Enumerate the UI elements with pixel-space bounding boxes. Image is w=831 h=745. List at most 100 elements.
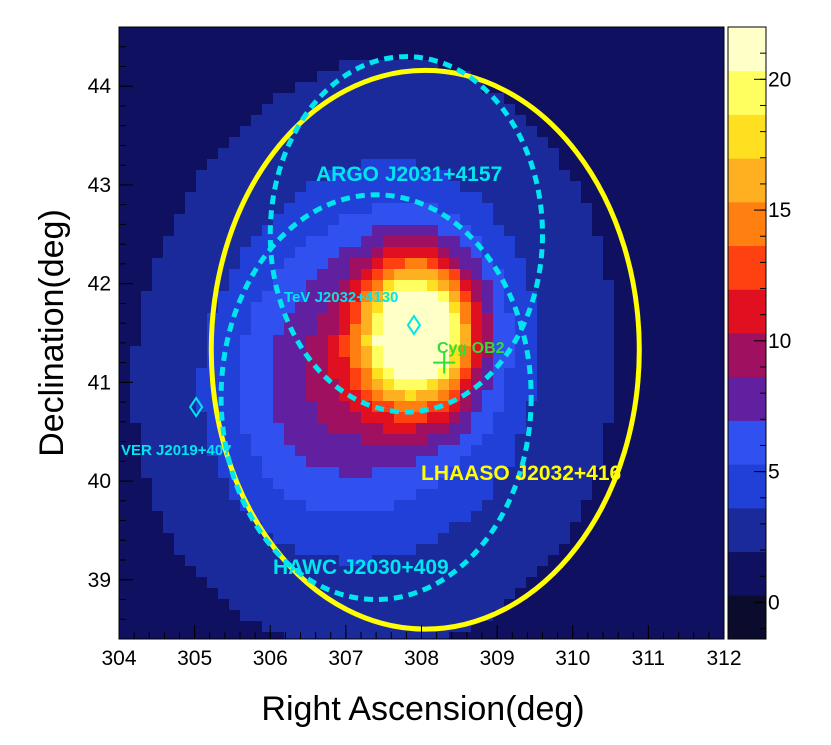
heatmap-cell (438, 379, 450, 391)
heatmap-cell (592, 236, 604, 248)
heatmap-cell (273, 159, 285, 171)
heatmap-cell (526, 324, 538, 336)
heatmap-cell (372, 302, 384, 314)
heatmap-cell (350, 489, 362, 501)
heatmap-cell (416, 225, 428, 237)
heatmap-cell (295, 599, 307, 611)
heatmap-cell (262, 511, 274, 523)
heatmap-cell (438, 269, 450, 281)
heatmap-cell (691, 225, 703, 237)
heatmap-cell (438, 159, 450, 171)
heatmap-cell (482, 170, 494, 182)
heatmap-cell (438, 588, 450, 600)
heatmap-cell (262, 335, 274, 347)
heatmap-cell (295, 577, 307, 589)
heatmap-cell (559, 159, 571, 171)
heatmap-cell (515, 247, 527, 259)
heatmap-cell (229, 544, 241, 556)
heatmap-cell (581, 225, 593, 237)
heatmap-cell (581, 27, 593, 39)
colorbar-tick-label: 10 (768, 330, 791, 353)
heatmap-cell (592, 137, 604, 149)
heatmap-cell (526, 115, 538, 127)
heatmap-cell (163, 291, 175, 303)
heatmap-cell (361, 599, 373, 611)
heatmap-cell (614, 170, 626, 182)
heatmap-cell (592, 60, 604, 72)
heatmap-cell (504, 38, 516, 50)
heatmap-cell (306, 247, 318, 259)
heatmap-cell (306, 82, 318, 94)
heatmap-cell (427, 115, 439, 127)
heatmap-cell (504, 159, 516, 171)
heatmap-cell (295, 93, 307, 105)
heatmap-cell (416, 577, 428, 589)
heatmap-cell (680, 368, 692, 380)
heatmap-cell (482, 181, 494, 193)
heatmap-cell (350, 368, 362, 380)
heatmap-cell (240, 126, 252, 138)
heatmap-cell (581, 423, 593, 435)
heatmap-cell (570, 335, 582, 347)
heatmap-cell (614, 247, 626, 259)
heatmap-cell (460, 82, 472, 94)
heatmap-cell (669, 203, 681, 215)
heatmap-cell (482, 126, 494, 138)
heatmap-cell (625, 60, 637, 72)
heatmap-cell (361, 489, 373, 501)
heatmap-cell (317, 390, 329, 402)
heatmap-cell (647, 544, 659, 556)
heatmap-cell (317, 412, 329, 424)
heatmap-cell (262, 357, 274, 369)
heatmap-cell (383, 478, 395, 490)
heatmap-cell (284, 225, 296, 237)
heatmap-cell (416, 346, 428, 358)
heatmap-cell (383, 346, 395, 358)
heatmap-cell (548, 27, 560, 39)
heatmap-cell (130, 467, 142, 479)
heatmap-cell (350, 445, 362, 457)
heatmap-cell (669, 379, 681, 391)
heatmap-cell (460, 27, 472, 39)
heatmap-cell (119, 214, 131, 226)
heatmap-cell (658, 313, 670, 325)
heatmap-cell (603, 115, 615, 127)
heatmap-cell (405, 181, 417, 193)
heatmap-cell (471, 203, 483, 215)
heatmap-cell (130, 577, 142, 589)
heatmap-cell (306, 159, 318, 171)
heatmap-cell (361, 291, 373, 303)
heatmap-cell (251, 247, 263, 259)
heatmap-cell (295, 258, 307, 270)
heatmap-cell (438, 445, 450, 457)
heatmap-cell (482, 478, 494, 490)
heatmap-cell (119, 401, 131, 413)
heatmap-cell (504, 93, 516, 105)
heatmap-cell (493, 467, 505, 479)
heatmap-cell (383, 93, 395, 105)
heatmap-cell (515, 632, 527, 639)
heatmap-cell (185, 137, 197, 149)
heatmap-cell (658, 324, 670, 336)
heatmap-cell (702, 599, 714, 611)
heatmap-cell (295, 357, 307, 369)
heatmap-cell (383, 27, 395, 39)
heatmap-cell (163, 225, 175, 237)
heatmap-cell (262, 49, 274, 61)
heatmap-cell (328, 489, 340, 501)
heatmap-cell (570, 126, 582, 138)
heatmap-cell (471, 566, 483, 578)
heatmap-cell (152, 368, 164, 380)
heatmap-cell (207, 104, 219, 116)
heatmap-cell (240, 115, 252, 127)
heatmap-cell (713, 621, 724, 633)
heatmap-cell (229, 621, 241, 633)
heatmap-cell (504, 126, 516, 138)
heatmap-cell (449, 423, 461, 435)
heatmap-cell (658, 489, 670, 501)
heatmap-cell (581, 170, 593, 182)
heatmap-cell (383, 335, 395, 347)
heatmap-cell (570, 577, 582, 589)
heatmap-cell (625, 434, 637, 446)
heatmap-cell (372, 214, 384, 226)
